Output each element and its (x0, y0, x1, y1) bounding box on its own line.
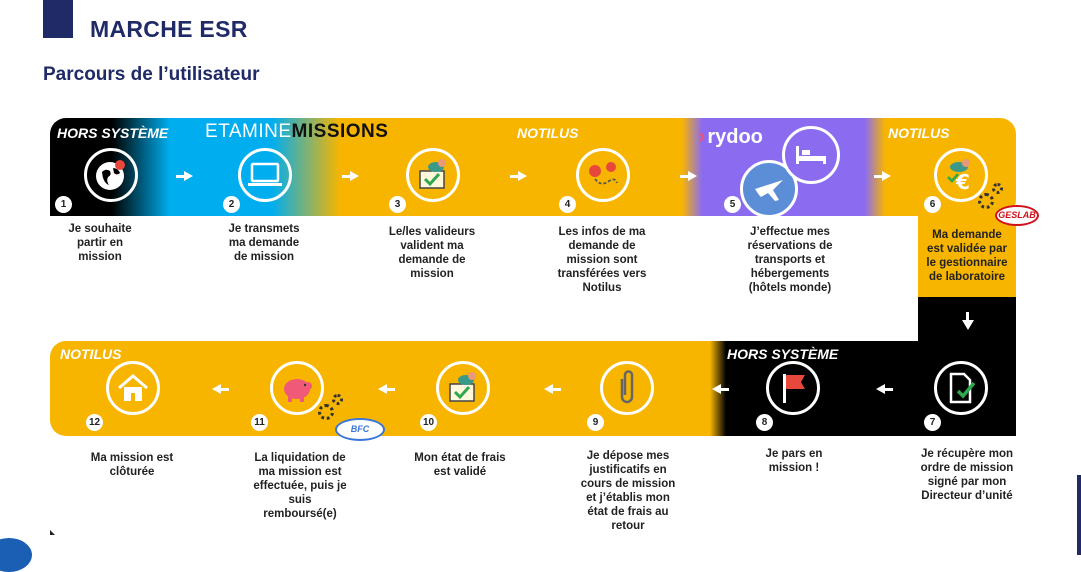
step-description-9: Je dépose mes justificatifs en cours de mi… (580, 450, 676, 532)
gear-icon (332, 394, 343, 405)
step-description-6: Ma demande est validée par le gestionnaire… (926, 229, 1008, 283)
bullet-mark (50, 530, 55, 535)
corner-logo (0, 538, 32, 572)
plane-icon (755, 180, 783, 201)
page-title: MARCHE ESR (90, 16, 248, 42)
arrow-stem (680, 175, 688, 178)
arrow-left-icon (378, 384, 387, 394)
gear-icon (318, 404, 334, 420)
arrow-stem (342, 175, 350, 178)
header-accent-bar (43, 0, 73, 38)
arrow-stem (874, 175, 882, 178)
step-number: 7 (924, 414, 941, 431)
step-circle-3 (406, 148, 460, 202)
step-number: 11 (251, 414, 268, 431)
step-circle-10 (436, 361, 490, 415)
arrow-stem (510, 175, 518, 178)
edge-accent-bar (1077, 475, 1081, 555)
arrow-stem (553, 388, 561, 391)
piggy-bank-icon (284, 379, 312, 402)
etamine-missions-logo: ETAMINEMISSIONS (205, 121, 389, 142)
arrow-right-icon (882, 171, 891, 181)
signed-document-icon (949, 372, 976, 404)
step-circle-2 (238, 148, 292, 202)
step-circle-4 (576, 148, 630, 202)
arrow-left-icon (544, 384, 553, 394)
home-icon (118, 374, 148, 401)
section-label-notilus: NOTILUS (517, 125, 579, 141)
laptop-icon (248, 162, 282, 186)
step-description-3: Le/les valideurs valident ma demande de mis… (388, 226, 476, 280)
bottom-journey-band (50, 341, 1016, 436)
step-number: 5 (724, 196, 741, 213)
bfc-badge: BFC (335, 418, 385, 441)
svg-text:€: € (955, 170, 970, 193)
step-circle-7 (934, 361, 988, 415)
step-circle-8 (766, 361, 820, 415)
step-number: 3 (389, 196, 406, 213)
stamp-approve-icon (449, 372, 476, 402)
step-description-5: J’effectue mes réservations de transports … (747, 226, 833, 294)
section-label-hors-systeme: HORS SYSTÈME (57, 125, 169, 141)
hotel-bed-icon (796, 146, 826, 164)
section-label-hors-systeme: HORS SYSTÈME (727, 346, 839, 362)
flag-icon (783, 374, 805, 403)
arrow-right-icon (688, 171, 697, 181)
step-number: 12 (86, 414, 103, 431)
arrow-left-icon (212, 384, 221, 394)
step-number: 8 (756, 414, 773, 431)
paperclip-icon (620, 370, 634, 404)
step-number: 10 (420, 414, 437, 431)
section-label-notilus: NOTILUS (888, 125, 950, 141)
step-description-8: Je pars en mission ! (765, 448, 823, 474)
arrow-left-icon (876, 384, 885, 394)
top-journey-band (50, 118, 1016, 216)
step-number: 6 (924, 196, 941, 213)
step-number: 1 (55, 196, 72, 213)
step-description-10: Mon état de frais est validé (414, 452, 506, 478)
step-circle-6: € (934, 148, 988, 202)
gear-icon (992, 183, 1003, 194)
step-number: 4 (559, 196, 576, 213)
arrow-stem (387, 388, 395, 391)
globe-pin-icon (96, 160, 125, 190)
gear-icon (978, 193, 994, 209)
arrow-down-icon (962, 320, 974, 330)
arrow-stem (966, 312, 969, 321)
arrow-stem (221, 388, 229, 391)
arrow-left-icon (712, 384, 721, 394)
route-pins-icon (589, 162, 618, 185)
section-label-notilus: NOTILUS (60, 346, 122, 362)
step-circle-1 (84, 148, 138, 202)
arrow-stem (176, 175, 184, 178)
rydoo-logo: › rydoo (698, 123, 763, 148)
page-subtitle: Parcours de l’utilisateur (43, 64, 260, 85)
step-circle-12 (106, 361, 160, 415)
arrow-stem (721, 388, 729, 391)
arrow-right-icon (350, 171, 359, 181)
step-circle-5-hotel (782, 126, 840, 184)
arrow-right-icon (518, 171, 527, 181)
step-description-2: Je transmets ma demande de mission (228, 223, 300, 263)
step-description-4: Les infos de ma demande de mission sont tra… (557, 226, 647, 294)
step-description-11: La liquidation de ma mission est effectuée… (253, 452, 347, 520)
arrow-right-icon (184, 171, 193, 181)
step-circle-11 (270, 361, 324, 415)
step-number: 9 (587, 414, 604, 431)
step-circle-9 (600, 361, 654, 415)
stamp-approve-icon (419, 159, 446, 189)
arrow-stem (885, 388, 893, 391)
step-description-12: Ma mission est clôturée (90, 452, 174, 478)
step-description-7: Je récupère mon ordre de mission signé par… (920, 448, 1014, 502)
stamp-euro-icon: € (947, 159, 970, 193)
geslab-badge: GESLAB (995, 205, 1039, 226)
step-number: 2 (223, 196, 240, 213)
step-description-1: Je souhaite partir en mission (68, 223, 132, 263)
